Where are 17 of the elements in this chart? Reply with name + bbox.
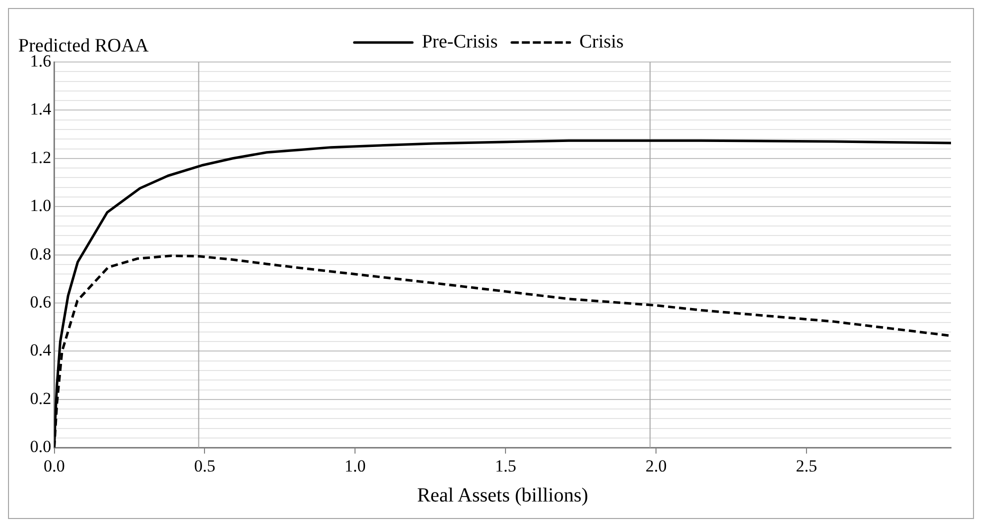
legend-label: Pre-Crisis: [422, 31, 498, 52]
x-tick-label: 1.5: [495, 456, 516, 476]
x-tick-label: 0.5: [194, 456, 216, 476]
x-tick-label: 2.5: [796, 456, 818, 476]
y-tick-label: 0.2: [30, 388, 52, 408]
x-tick-label: 0.0: [44, 456, 65, 476]
y-tick-label: 0.0: [30, 437, 52, 456]
y-tick-label: 0.8: [30, 244, 52, 264]
x-tick-label: 1.0: [344, 456, 366, 476]
y-tick-label: 1.0: [30, 196, 52, 216]
x-tick-label: 2.0: [645, 456, 667, 476]
legend-label: Crisis: [579, 31, 624, 52]
y-tick-label: 0.6: [30, 292, 52, 312]
y-tick-label: 1.2: [30, 148, 52, 167]
y-tick-label: 0.4: [30, 340, 52, 360]
y-tick-label: 1.4: [30, 100, 52, 119]
x-axis-title: Real Assets (billions): [417, 484, 588, 506]
